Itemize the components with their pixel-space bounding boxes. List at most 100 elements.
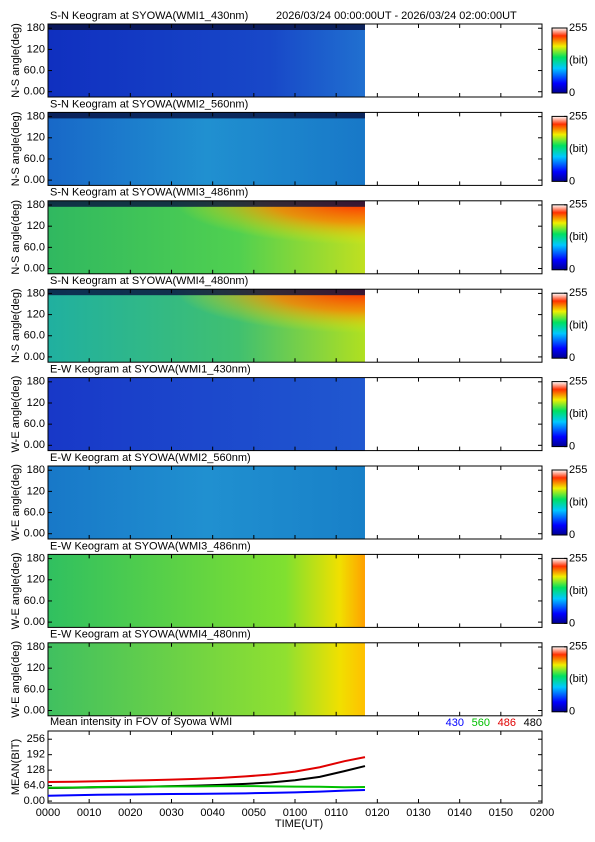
colorbar — [551, 557, 568, 624]
plot-frame — [47, 377, 543, 452]
y-tick-label: 128 — [27, 764, 45, 776]
keogram-image — [48, 289, 365, 296]
panel-title: E-W Keogram at SYOWA(WMI3_486nm) — [50, 540, 251, 552]
y-tick-label: 180 — [27, 553, 45, 565]
colorbar — [551, 27, 568, 94]
y-tick-label: 0.00 — [24, 795, 45, 807]
y-tick-label: 60.0 — [24, 418, 45, 430]
colorbar-tick-label: 0 — [569, 175, 575, 187]
keogram-image — [48, 554, 365, 628]
plot-frame — [47, 553, 543, 628]
colorbar-tick-label: 0 — [569, 706, 575, 718]
legend-entry: 560 — [472, 717, 490, 729]
colorbar-tick-label: 0 — [569, 529, 575, 541]
y-tick-label: 120 — [27, 397, 45, 409]
panel-title: E-W Keogram at SYOWA(WMI2_560nm) — [50, 452, 251, 464]
y-tick-label: 120 — [27, 662, 45, 674]
y-tick-label: 0.00 — [24, 174, 45, 186]
panel-title: S-N Keogram at SYOWA(WMI3_486nm) — [50, 187, 248, 199]
keogram-image — [48, 112, 365, 186]
y-tick-label: 60.0 — [24, 241, 45, 253]
y-tick-label: 0.00 — [24, 262, 45, 274]
y-tick-label: 120 — [27, 43, 45, 55]
y-tick-label: 180 — [27, 111, 45, 123]
panel-title: E-W Keogram at SYOWA(WMI4_480nm) — [50, 629, 251, 641]
x-tick-label: 0120 — [365, 807, 389, 819]
line-series — [47, 785, 365, 789]
y-tick-label: 192 — [27, 749, 45, 761]
colorbar-tick-label: 255 — [569, 376, 587, 388]
colorbar — [551, 469, 568, 536]
plot-frame — [47, 642, 543, 717]
y-tick-label: 180 — [27, 464, 45, 476]
y-axis-label: N-S angle(deg) — [10, 288, 22, 363]
y-tick-label: 0.00 — [24, 528, 45, 540]
y-tick-label: 120 — [27, 574, 45, 586]
y-tick-label: 120 — [27, 132, 45, 144]
y-axis-label: W-E angle(deg) — [10, 641, 22, 718]
keogram-image — [48, 24, 365, 97]
y-tick-label: 180 — [27, 641, 45, 653]
colorbar-tick-label: 255 — [569, 22, 587, 34]
x-tick-label: 0040 — [200, 807, 224, 819]
keogram-image — [48, 24, 365, 30]
legend-entry: 486 — [498, 717, 516, 729]
y-axis-label: W-E angle(deg) — [10, 464, 22, 541]
colorbar-label: (bit) — [569, 673, 588, 685]
colorbar-tick-label: 255 — [569, 199, 587, 211]
legend-entry: 430 — [446, 717, 464, 729]
colorbar — [551, 381, 568, 448]
keogram-image — [48, 112, 365, 119]
plot-frame — [47, 23, 543, 98]
panel-title: S-N Keogram at SYOWA(WMI4_480nm) — [50, 275, 248, 287]
colorbar-tick-label: 0 — [569, 352, 575, 364]
plot-frame — [47, 465, 543, 540]
x-tick-label: 0000 — [36, 807, 60, 819]
y-tick-label: 60.0 — [24, 683, 45, 695]
plot-frame — [47, 200, 543, 275]
x-tick-label: 0030 — [159, 807, 183, 819]
colorbar-label: (bit) — [569, 143, 588, 155]
panel-subtitle: 2026/03/24 00:00:00UT - 2026/03/24 02:00… — [276, 10, 517, 22]
x-tick-label: 0200 — [530, 807, 554, 819]
line-series — [47, 788, 366, 797]
y-tick-label: 60.0 — [24, 330, 45, 342]
colorbar-tick-label: 255 — [569, 641, 587, 653]
y-tick-label: 180 — [27, 376, 45, 388]
line-series — [47, 756, 366, 783]
y-tick-label: 256 — [27, 733, 45, 745]
y-axis-label: W-E angle(deg) — [10, 376, 22, 453]
y-tick-label: 120 — [27, 220, 45, 232]
colorbar-label: (bit) — [569, 496, 588, 508]
y-axis-label: N-S angle(deg) — [10, 200, 22, 275]
x-axis-label: TIME(UT) — [275, 818, 323, 830]
y-tick-label: 180 — [27, 199, 45, 211]
colorbar-label: (bit) — [569, 320, 588, 332]
y-tick-label: 120 — [27, 308, 45, 320]
y-tick-label: 180 — [27, 287, 45, 299]
colorbar-tick-label: 0 — [569, 87, 575, 99]
keogram-image — [48, 200, 365, 274]
y-axis-label: W-E angle(deg) — [10, 552, 22, 629]
colorbar-tick-label: 255 — [569, 110, 587, 122]
x-tick-label: 0140 — [447, 807, 471, 819]
x-tick-label: 0110 — [324, 807, 348, 819]
colorbar — [551, 292, 568, 359]
x-tick-label: 0010 — [77, 807, 101, 819]
panel-title: S-N Keogram at SYOWA(WMI1_430nm) — [50, 10, 248, 22]
plot-frame — [47, 730, 543, 804]
y-tick-label: 60.0 — [24, 595, 45, 607]
colorbar — [551, 204, 568, 271]
y-tick-label: 0.00 — [24, 86, 45, 98]
colorbar-tick-label: 255 — [569, 464, 587, 476]
keogram-image — [48, 200, 365, 207]
y-tick-label: 0.00 — [24, 616, 45, 628]
line-series — [47, 765, 366, 790]
colorbar-label: (bit) — [569, 408, 588, 420]
colorbar — [551, 646, 568, 713]
y-tick-label: 0.00 — [24, 351, 45, 363]
y-axis-label: MEAN(BIT) — [10, 739, 22, 795]
keogram-image — [48, 289, 365, 363]
colorbar-tick-label: 0 — [569, 441, 575, 453]
y-tick-label: 60.0 — [24, 506, 45, 518]
